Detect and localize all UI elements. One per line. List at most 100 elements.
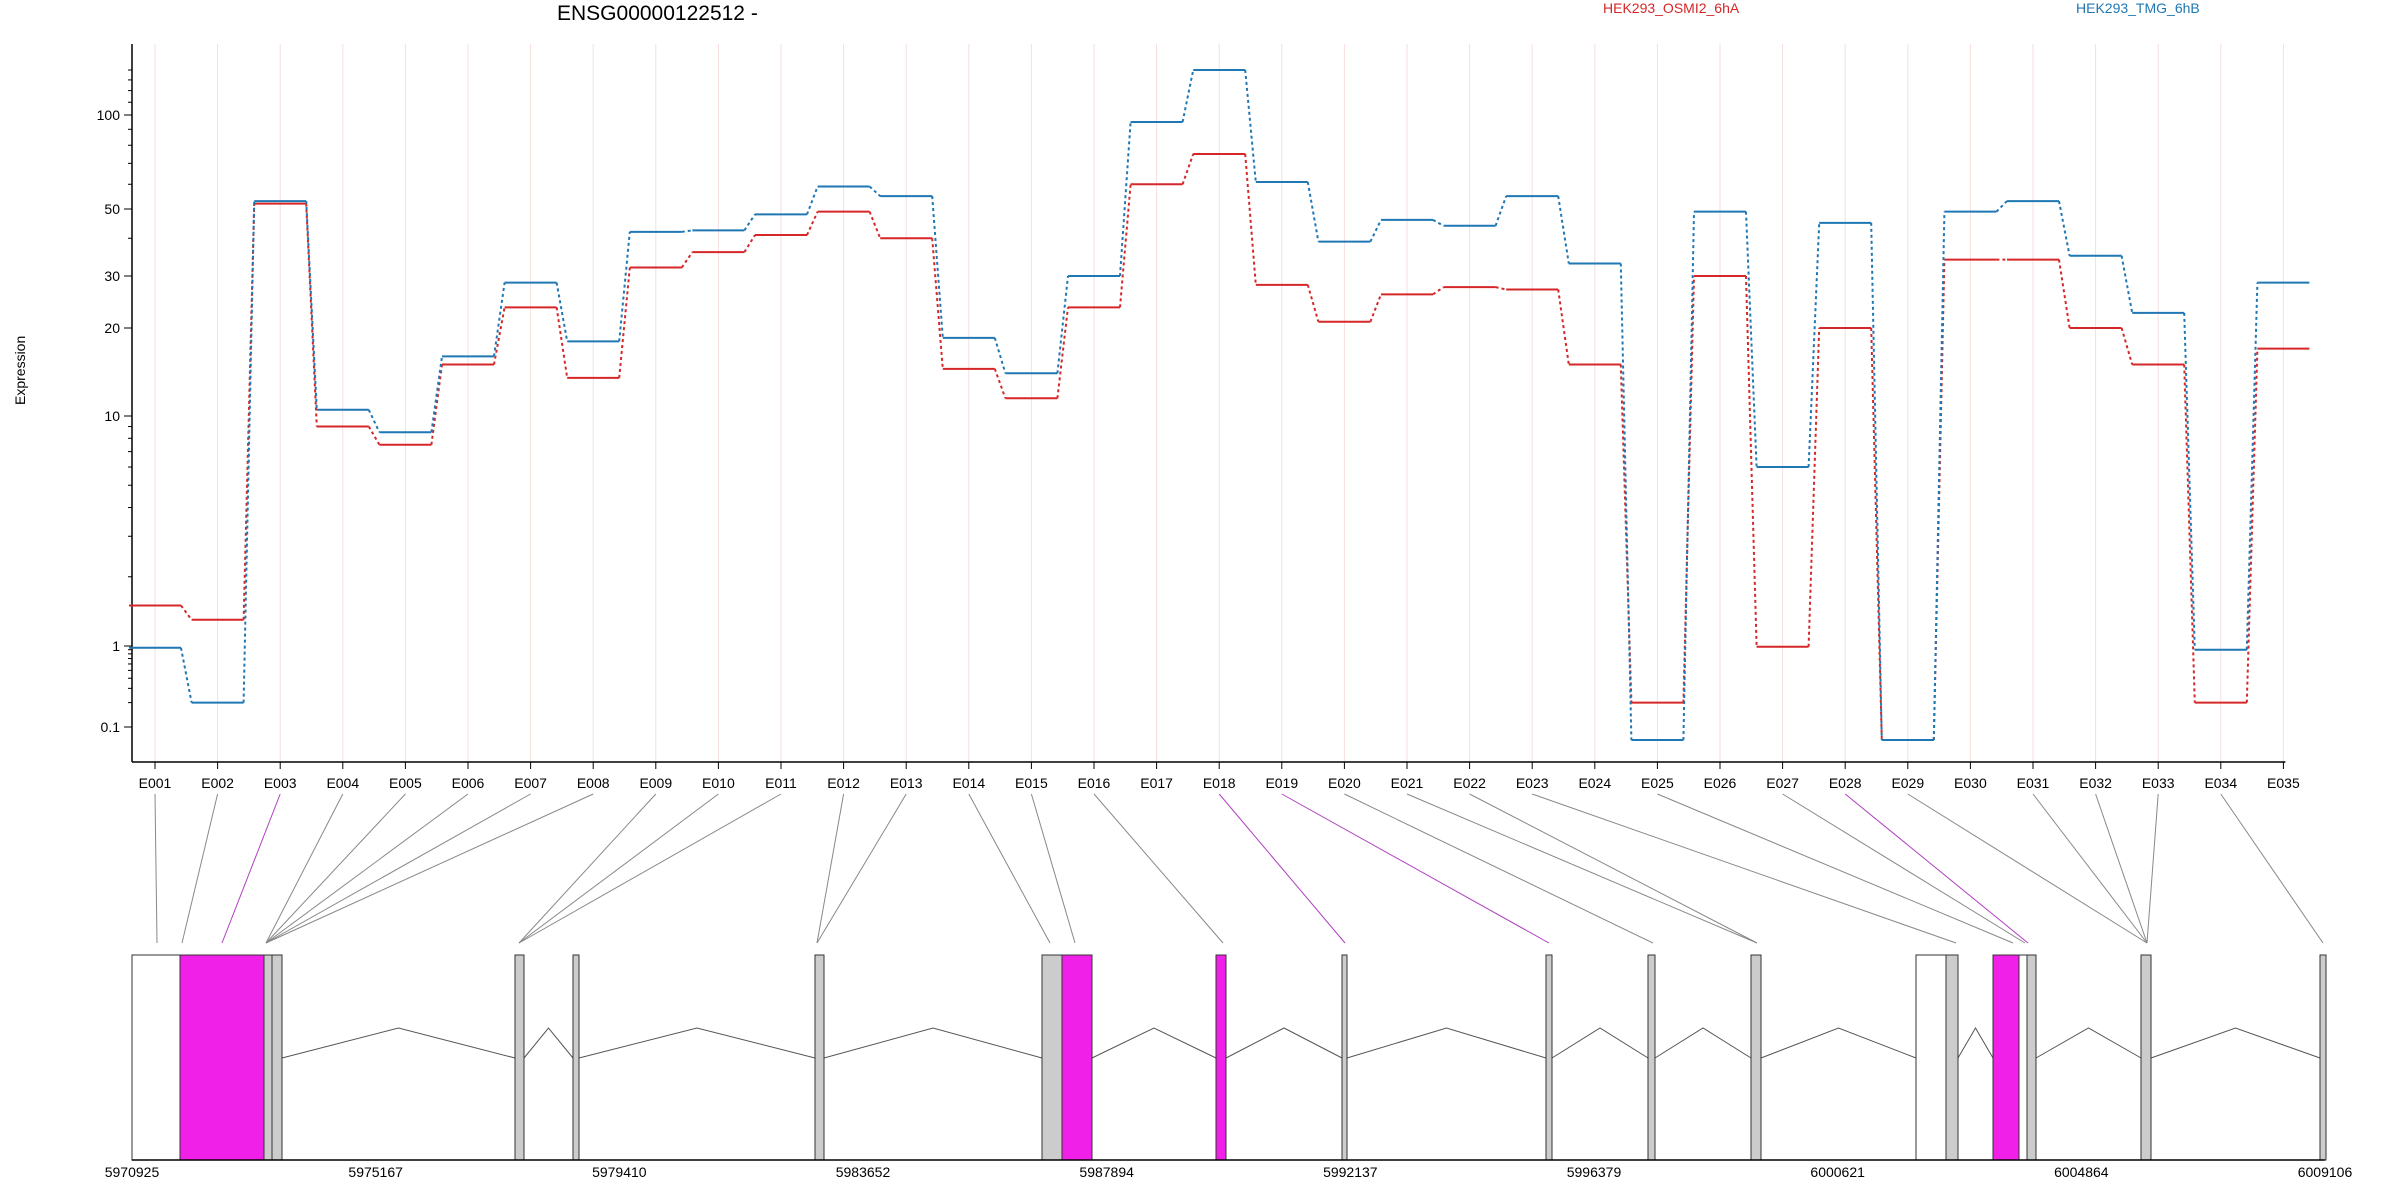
genome-tick-label: 5975167	[348, 1164, 403, 1180]
intron-line	[281, 1027, 516, 1059]
series-1-connector	[1557, 289, 1570, 365]
exon-connector	[1218, 793, 1346, 944]
series-1-connector	[1682, 275, 1695, 703]
series-1-connector	[1870, 327, 1883, 741]
intron-line	[578, 1027, 816, 1059]
x-tick-label: E008	[577, 775, 610, 791]
series-2-connector	[1870, 222, 1883, 741]
series-1-connector	[2245, 348, 2259, 703]
genome-tick-label: 5979410	[592, 1164, 647, 1180]
exon-box	[1945, 954, 1959, 1161]
genome-tick-label: 6000621	[1810, 1164, 1865, 1180]
series-1-connector	[743, 234, 756, 253]
exon-connector	[265, 793, 531, 944]
series-2-connector	[681, 229, 693, 233]
x-tick-label: E011	[765, 775, 797, 791]
exon-connector	[1782, 793, 2026, 944]
series-1-connector	[305, 203, 318, 427]
exon-connector	[1344, 793, 1654, 944]
exon-box	[1992, 954, 2020, 1161]
x-tick-label: E033	[2142, 775, 2175, 791]
series-1-connector	[367, 426, 381, 446]
x-tick-label: E002	[201, 775, 234, 791]
x-tick-label: E012	[827, 775, 860, 791]
exon-connector	[518, 793, 782, 944]
series-1-connector	[618, 267, 631, 378]
exon-connector	[181, 793, 219, 944]
legend-series-a: HEK293_OSMI2_6hA	[1603, 0, 1740, 16]
exon-connector	[154, 793, 158, 944]
y-tick-label: 50	[104, 201, 120, 217]
exon-box	[2319, 954, 2327, 1161]
exon-connector	[1030, 793, 1076, 944]
exon-connector	[1406, 793, 1758, 944]
x-tick-label: E016	[1078, 775, 1111, 791]
exon-box	[1341, 954, 1348, 1161]
exon-connector	[1469, 793, 1758, 944]
genome-tick-label: 6004864	[2054, 1164, 2109, 1180]
series-1-connector	[2058, 259, 2071, 329]
exon-box	[2026, 954, 2037, 1161]
exon-connector	[265, 793, 469, 944]
exon-box	[1647, 954, 1656, 1161]
exon-connector	[1907, 793, 2148, 944]
exon-connector	[518, 793, 719, 944]
series-1-connector	[1807, 327, 1821, 647]
series-2-connector	[1494, 195, 1508, 227]
series-2-connector	[1557, 195, 1570, 264]
exon-box	[1915, 954, 1947, 1161]
x-tick-label: E015	[1015, 775, 1048, 791]
exon-box	[271, 954, 283, 1161]
series-2-connector	[2183, 312, 2196, 650]
series-2-connector	[2245, 282, 2259, 650]
exon-connector	[221, 793, 281, 944]
exon-connector	[968, 793, 1051, 944]
exon-connector	[1657, 793, 2014, 944]
series-2-connector	[806, 186, 819, 215]
series-2-connector	[993, 337, 1007, 374]
intron-line	[2150, 1027, 2321, 1059]
series-1-connector	[868, 211, 882, 239]
genome-tick-label: 5970925	[105, 1164, 160, 1180]
exon-connector	[1093, 793, 1224, 944]
series-1-connector	[680, 251, 694, 269]
exon-connector	[1281, 793, 1550, 944]
series-2-connector	[2120, 255, 2134, 314]
series-1-connector	[993, 368, 1007, 399]
exon-box	[814, 954, 825, 1161]
series-2-connector	[305, 201, 318, 410]
y-tick-label: 20	[104, 320, 120, 336]
exon-connector	[265, 793, 406, 944]
legend-series-b: HEK293_TMG_6hB	[2076, 0, 2200, 16]
x-tick-label: E029	[1891, 775, 1924, 791]
series-1-connector	[1745, 275, 1758, 647]
x-tick-label: E004	[326, 775, 359, 791]
series-2-connector	[1807, 222, 1821, 468]
x-tick-label: E005	[389, 775, 422, 791]
x-tick-label: E035	[2267, 775, 2300, 791]
series-2-connector	[1932, 211, 1946, 741]
intron-line	[1551, 1027, 1649, 1059]
intron-line	[1091, 1027, 1217, 1059]
series-2-connector	[1745, 211, 1758, 468]
series-1-connector	[2120, 327, 2134, 365]
x-tick-label: E031	[2017, 775, 2050, 791]
x-tick-label: E021	[1391, 775, 1424, 791]
x-tick-label: E018	[1203, 775, 1236, 791]
genome-tick-label: 5983652	[836, 1164, 891, 1180]
x-tick-label: E009	[639, 775, 672, 791]
exon-connector	[2095, 793, 2148, 944]
exon-box	[179, 954, 265, 1161]
series-1-connector	[1244, 153, 1257, 285]
y-tick-label: 1	[112, 638, 120, 654]
intron-line	[823, 1027, 1043, 1059]
exon-box	[572, 954, 580, 1161]
intron-line	[523, 1027, 574, 1059]
series-2-connector	[1181, 69, 1195, 123]
exon-box	[263, 954, 273, 1161]
intron-line	[1654, 1027, 1752, 1059]
x-tick-label: E010	[702, 775, 735, 791]
intron-line	[1760, 1027, 1917, 1059]
series-1-connector	[1306, 284, 1320, 323]
